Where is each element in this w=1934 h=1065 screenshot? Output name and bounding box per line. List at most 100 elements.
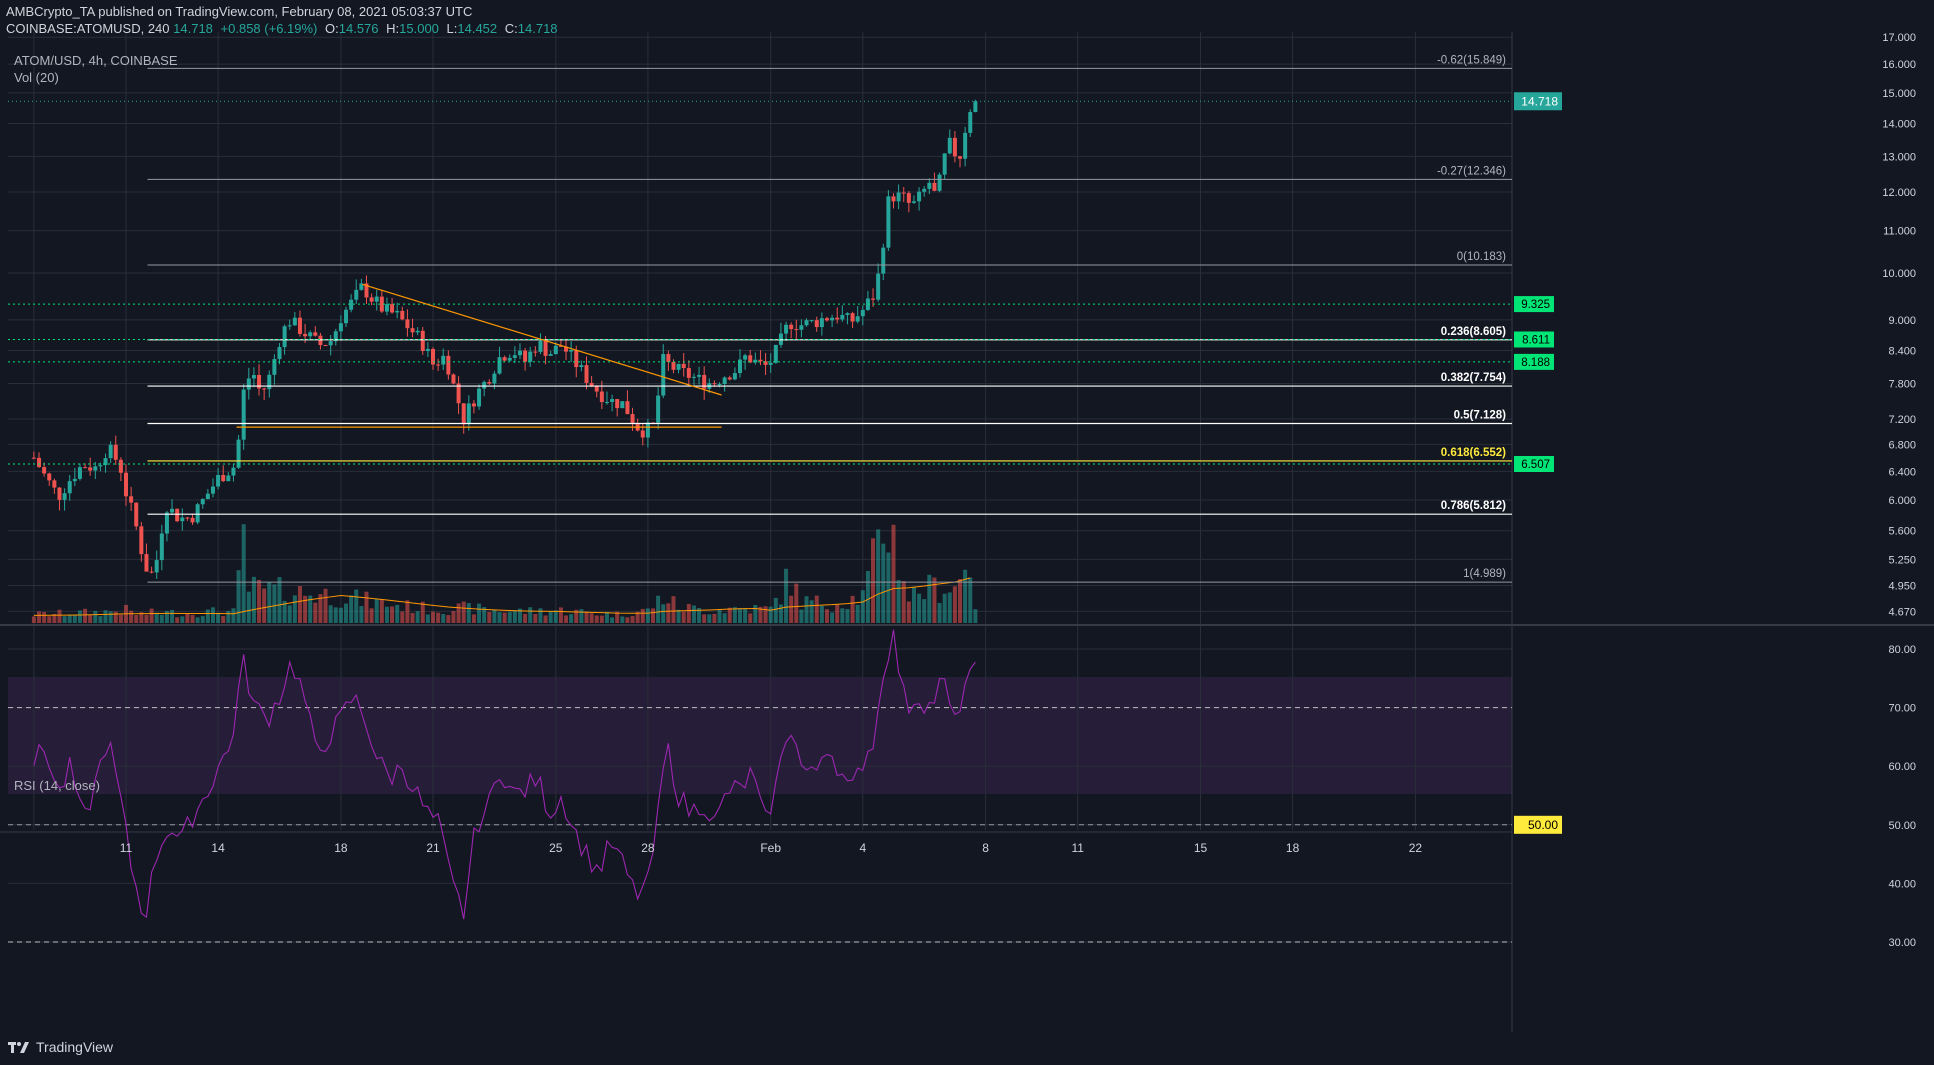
candle-body xyxy=(865,298,870,310)
volume-bar xyxy=(753,604,758,623)
volume-bar xyxy=(395,604,400,623)
volume-bar xyxy=(794,583,799,623)
candle-body xyxy=(477,388,482,407)
candle-body xyxy=(93,466,98,471)
volume-bar xyxy=(738,608,742,623)
candle-body xyxy=(282,326,287,348)
volume-bar xyxy=(154,612,159,623)
volume-bar xyxy=(538,608,543,623)
time-axis-tick: 18 xyxy=(1286,841,1300,855)
candle-body xyxy=(886,196,891,248)
volume-bar xyxy=(170,609,175,623)
candle-body xyxy=(671,361,676,370)
candle-body xyxy=(328,341,333,346)
candle-body xyxy=(139,526,144,555)
candle-body xyxy=(794,329,799,331)
volume-bar xyxy=(574,609,579,623)
volume-bar xyxy=(303,595,308,623)
volume-bar xyxy=(216,612,221,623)
candle-body xyxy=(395,310,400,313)
support-price-tag xyxy=(1514,296,1554,313)
candle-body xyxy=(221,475,226,482)
candle-body xyxy=(482,381,487,389)
candle-body xyxy=(932,182,937,191)
volume-bar xyxy=(436,612,441,623)
fib-level-label: -0.62(15.849) xyxy=(1437,54,1506,66)
candle-body xyxy=(569,349,574,352)
candle-body xyxy=(425,348,430,351)
candle-body xyxy=(517,350,522,356)
candle-body xyxy=(691,376,696,378)
candle-body xyxy=(497,357,502,374)
candle-body xyxy=(686,368,691,378)
candle-body xyxy=(364,283,369,298)
candle-body xyxy=(564,346,569,352)
volume-bar xyxy=(57,609,62,623)
volume-bar xyxy=(942,593,947,623)
candle-body xyxy=(267,374,272,390)
volume-bar xyxy=(548,611,553,623)
price-axis-tick: 5.600 xyxy=(1888,526,1916,538)
candle-body xyxy=(262,388,267,390)
price-axis-tick: 4.670 xyxy=(1888,606,1916,618)
candle-body xyxy=(354,289,359,300)
volume-bar xyxy=(712,613,717,623)
volume-bar xyxy=(451,611,456,623)
candle-body xyxy=(37,457,42,468)
candle-body xyxy=(88,467,93,471)
candle-body xyxy=(313,332,318,336)
candle-body xyxy=(446,355,451,375)
close-value: 14.718 xyxy=(517,21,558,36)
candle-body xyxy=(697,374,702,377)
volume-bar xyxy=(492,609,497,623)
candle-body xyxy=(860,309,865,317)
candle-body xyxy=(937,174,942,191)
candle-body xyxy=(164,512,169,534)
candle-body xyxy=(548,354,553,356)
candle-body xyxy=(717,383,722,385)
time-axis-tick: 11 xyxy=(1071,841,1084,855)
candle-body xyxy=(124,472,128,497)
candle-body xyxy=(323,345,328,347)
candle-body xyxy=(645,422,650,438)
price-axis-tick: 10.000 xyxy=(1882,268,1916,280)
support-price-tag-text: 8.611 xyxy=(1522,334,1550,346)
candle-body xyxy=(799,325,804,330)
candle-body xyxy=(523,350,528,362)
candle-body xyxy=(67,481,72,494)
fib-level-label: 0.786(5.812) xyxy=(1441,500,1506,512)
volume-bar xyxy=(67,615,72,623)
volume-bar xyxy=(83,608,88,623)
last-price-tag xyxy=(1514,92,1562,111)
volume-bar xyxy=(594,615,599,623)
volume-bar xyxy=(922,599,927,623)
open-value: 14.576 xyxy=(338,21,379,36)
volume-bar xyxy=(190,614,195,623)
price-axis-tick: 6.800 xyxy=(1888,439,1916,451)
volume-bar xyxy=(558,607,563,623)
volume-bar xyxy=(671,596,676,623)
candle-body xyxy=(297,317,302,334)
candle-body xyxy=(845,313,850,315)
volume-bar xyxy=(830,612,835,623)
volume-bar xyxy=(748,613,753,623)
publisher-line: AMBCrypto_TA published on TradingView.co… xyxy=(6,4,472,19)
volume-bar xyxy=(313,602,318,623)
volume-bar xyxy=(344,603,349,623)
candle-body xyxy=(31,457,36,459)
volume-bar xyxy=(139,612,144,623)
volume-bar xyxy=(625,617,630,623)
candle-body xyxy=(952,137,957,157)
candle-body xyxy=(625,401,630,415)
volume-bar xyxy=(778,604,783,623)
volume-bar xyxy=(77,610,82,623)
candle-body xyxy=(461,403,466,425)
candle-body xyxy=(144,554,149,572)
support-price-tag-text: 8.188 xyxy=(1521,357,1550,369)
high-value: 15.000 xyxy=(399,21,439,36)
volume-bar xyxy=(610,617,615,623)
footer-brand[interactable]: TradingView xyxy=(8,1039,113,1055)
time-axis-tick: 14 xyxy=(211,841,225,855)
volume-bar xyxy=(579,609,584,623)
